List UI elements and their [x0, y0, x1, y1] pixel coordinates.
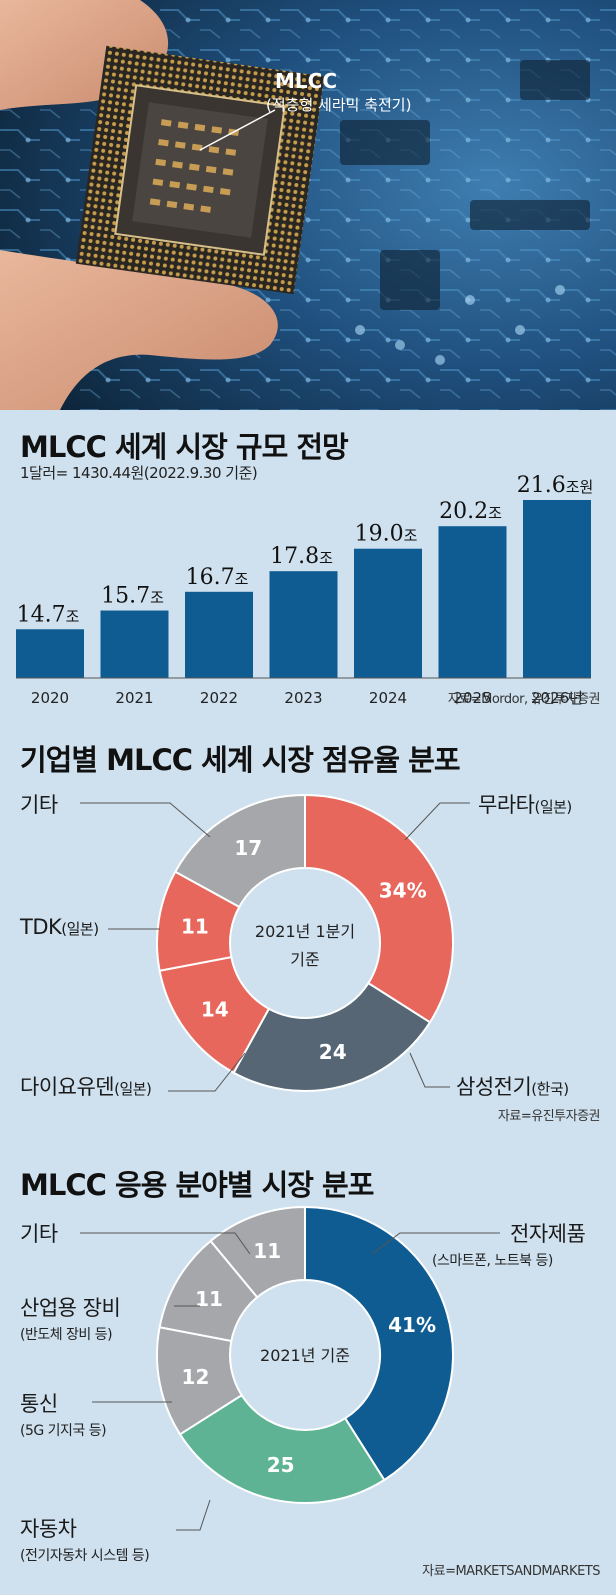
bar-category-2022: 2022 — [200, 689, 238, 707]
bar-2025 — [438, 526, 507, 678]
slice-label-산업용 장비: 11 — [195, 1287, 223, 1311]
pie1-label-taiyo: 다이요유덴(일본) — [20, 1075, 152, 1099]
bar-value-2026년: 21.6조원 — [517, 473, 594, 498]
slice-label-기타: 11 — [253, 1239, 281, 1263]
pie2-source: 자료=MARKETSANDMARKETS — [422, 1564, 600, 1579]
slice-무라타 — [304, 793, 454, 1024]
leader-line-3 — [168, 1052, 246, 1092]
slice-기타 — [173, 793, 306, 909]
bar-value-2024: 19.0조 — [355, 522, 418, 547]
slice-자동차 — [178, 1393, 386, 1504]
bar-category-2024: 2024 — [369, 689, 407, 707]
slice-삼성전기 — [232, 981, 432, 1092]
slice-label-전자제품: 41% — [388, 1313, 436, 1337]
slice-기타 — [209, 1205, 306, 1299]
leader-line-0 — [80, 1232, 251, 1255]
slice-전자제품 — [304, 1205, 454, 1482]
circuit-board-photo: MLCC (적층형 세라믹 축전기) — [0, 0, 616, 410]
market-size-section: MLCC 세계 시장 규모 전망 1달러= 1430.44원(2022.9.30… — [0, 410, 616, 720]
bar-2020 — [16, 629, 84, 678]
bar-category-2021: 2021 — [115, 689, 153, 707]
leader-line-1 — [371, 1232, 500, 1255]
slice-label-자동차: 25 — [267, 1453, 295, 1477]
pie1-label-murata: 무라타(일본) — [478, 793, 572, 817]
center-label-1: 2021년 기준 — [260, 1346, 350, 1365]
application-section: MLCC 응용 분야별 시장 분포 41% 25 12 11 11 2021년 기준 기타… — [0, 1160, 616, 1590]
photo-label-main: MLCC — [275, 69, 337, 93]
slice-label-TDK: 11 — [181, 915, 209, 939]
bar-value-2023: 17.8조 — [270, 544, 333, 569]
bar-category-2020: 2020 — [31, 689, 69, 707]
bar-2026년 — [523, 500, 591, 678]
bar-value-2025: 20.2조 — [439, 499, 502, 524]
slice-label-삼성전기: 24 — [319, 1040, 347, 1064]
bar-2022 — [185, 591, 253, 678]
pie2-note-electronics: (스마트폰, 노트북 등) — [432, 1253, 553, 1269]
slice-label-무라타: 34% — [379, 878, 427, 902]
pie1-label-tdk: TDK(일본) — [20, 915, 99, 939]
photo-label-sub: (적층형 세라믹 축전기) — [266, 96, 411, 114]
bar-category-2026년: 2026년 — [531, 689, 583, 707]
bar-value-2021: 15.7조 — [101, 584, 164, 609]
hero-photo: MLCC (적층형 세라믹 축전기) — [0, 0, 616, 410]
leader-line-4 — [409, 1052, 450, 1088]
pie2-label-telecom: 통신 — [20, 1392, 58, 1416]
slice-label-통신: 12 — [182, 1365, 210, 1389]
pie1-source: 자료=유진투자증권 — [497, 1109, 601, 1124]
pie2-note-auto: (전기자동차 시스템 등) — [20, 1548, 150, 1564]
bar-2021 — [100, 610, 169, 678]
pie2-title: MLCC 응용 분야별 시장 분포 — [20, 1168, 374, 1202]
leader-line-0 — [80, 802, 211, 838]
bar-value-2022: 16.7조 — [186, 565, 249, 590]
pie2-label-industrial: 산업용 장비 — [20, 1296, 121, 1320]
bar-category-2025: 2025 — [453, 689, 491, 707]
pie2-label-electronics: 전자제품 — [510, 1222, 586, 1246]
slice-label-다이요유덴: 14 — [201, 998, 229, 1022]
share-section: 기업별 MLCC 세계 시장 점유율 분포 34% 24 14 11 17 2021년 1… — [0, 735, 616, 1135]
pie2-note-telecom: (5G 기지국 등) — [20, 1423, 107, 1439]
pie2-chart: 41% 25 12 11 11 2021년 기준 — [80, 1205, 500, 1531]
bar-chart: 14.7조 2020 15.7조 2021 16.7조 2022 17.8조 2023 19.0… — [16, 473, 594, 707]
pie2-label-etc: 기타 — [20, 1222, 58, 1246]
bar-value-2020: 14.7조 — [17, 602, 80, 627]
pie1-label-samsung: 삼성전기(한국) — [456, 1075, 569, 1099]
center-label-1: 2021년 1분기 — [255, 922, 355, 941]
pie2-label-auto: 자동차 — [20, 1517, 77, 1541]
slice-label-기타: 17 — [234, 836, 262, 860]
pie2-note-industrial: (반도체 장비 등) — [20, 1327, 113, 1343]
bar-chart-subtitle: 1달러= 1430.44원(2022.9.30 기준) — [20, 464, 258, 482]
bar-category-2023: 2023 — [284, 689, 322, 707]
bar-chart-source: 자료=Mordor, 유진투자증권 — [447, 692, 601, 707]
center-label-2: 기준 — [290, 950, 319, 969]
pie1-label-etc: 기타 — [20, 793, 58, 817]
bar-chart-title: MLCC 세계 시장 규모 전망 — [20, 430, 349, 464]
bar-2023 — [269, 571, 338, 678]
leader-line-1 — [404, 802, 470, 841]
pie1-title: 기업별 MLCC 세계 시장 점유율 분포 — [20, 743, 461, 777]
leader-line-4 — [176, 1499, 211, 1531]
bar-2024 — [354, 548, 422, 678]
